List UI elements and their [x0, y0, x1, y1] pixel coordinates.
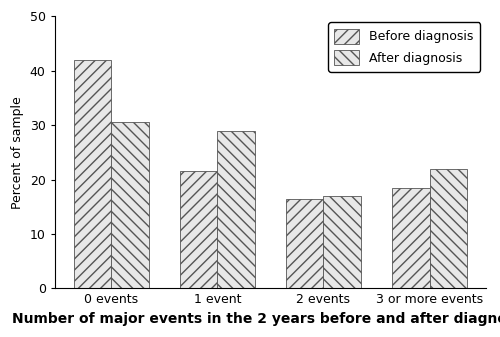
Bar	[180, 171, 218, 288]
Y-axis label: Percent of sample: Percent of sample	[11, 96, 24, 209]
Bar	[392, 188, 430, 288]
Bar	[286, 198, 324, 288]
X-axis label: Number of major events in the 2 years before and after diagnosis: Number of major events in the 2 years be…	[12, 312, 500, 326]
Bar	[324, 196, 360, 288]
Bar	[218, 130, 254, 288]
Bar	[112, 122, 148, 288]
Legend: Before diagnosis, After diagnosis: Before diagnosis, After diagnosis	[328, 22, 480, 71]
Bar	[430, 168, 467, 288]
Bar	[74, 60, 112, 288]
